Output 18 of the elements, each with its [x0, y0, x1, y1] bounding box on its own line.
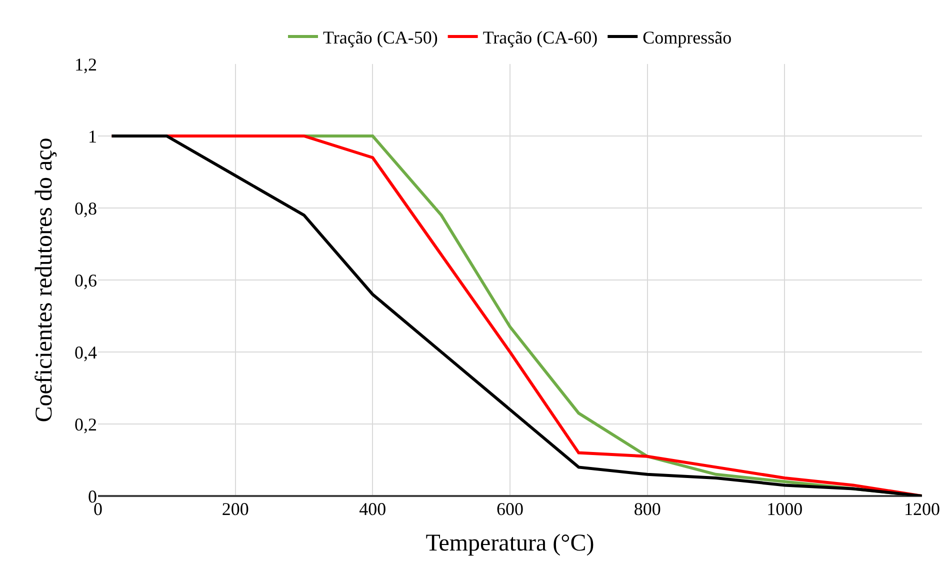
x-tick-label: 200 — [222, 499, 249, 519]
legend-label: Tração (CA-60) — [482, 28, 598, 48]
x-tick-label: 1200 — [904, 499, 940, 519]
x-tick-label: 400 — [359, 499, 386, 519]
legend-label: Compressão — [642, 28, 732, 48]
legend-label: Tração (CA-50) — [323, 28, 438, 48]
x-tick-label: 800 — [634, 499, 661, 519]
y-tick-label: 1,2 — [74, 54, 97, 74]
x-tick-label: 600 — [496, 499, 524, 519]
x-tick-label: 1000 — [766, 499, 803, 519]
y-tick-label: 1 — [88, 126, 97, 146]
line-series — [110, 134, 922, 496]
y-tick-label: 0,4 — [74, 342, 97, 362]
y-axis-title: Coeficientes redutores do aço — [32, 138, 58, 422]
y-tick-label: 0,6 — [74, 270, 97, 290]
x-axis-title: Temperatura (°C) — [426, 530, 594, 556]
y-tick-label: 0,8 — [74, 198, 97, 218]
y-tick-label: 0,2 — [74, 414, 97, 434]
